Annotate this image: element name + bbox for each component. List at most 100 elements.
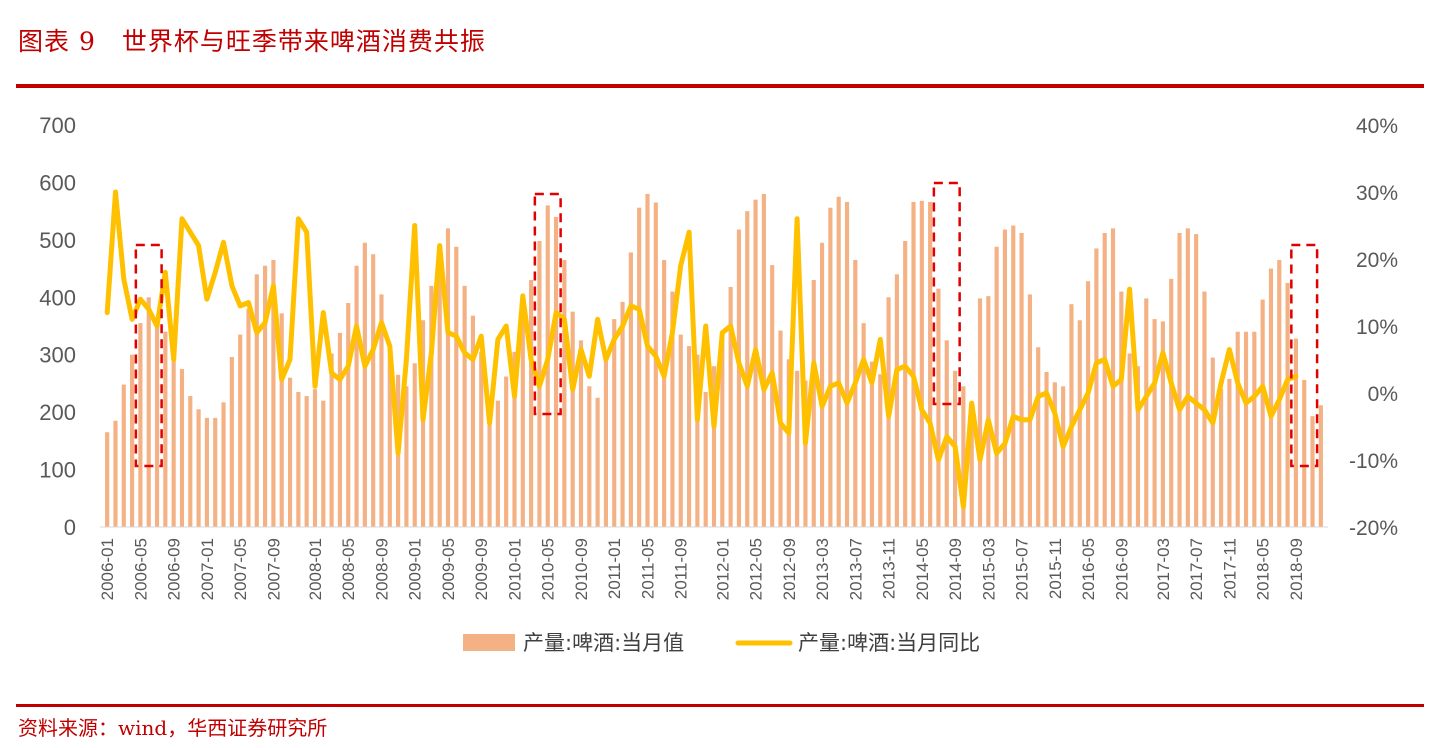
bar-mark <box>986 296 991 527</box>
x-tick-label: 2007-01 <box>198 538 217 600</box>
bar-mark <box>1235 331 1240 527</box>
bar-mark <box>1002 229 1008 527</box>
x-tick-label: 2017-11 <box>1220 538 1239 599</box>
right-y-tick-label: 40% <box>1356 115 1398 138</box>
bar-mark <box>595 397 600 527</box>
x-tick-label: 2012-01 <box>713 538 732 600</box>
right-y-axis: -20% -10% 0% 10% 20% 30% 40% <box>1349 115 1398 540</box>
bar-mark <box>429 285 434 527</box>
legend-bar-swatch <box>463 634 515 651</box>
x-tick-label: 2010-09 <box>572 538 591 600</box>
bar-mark <box>163 331 168 527</box>
bar-mark <box>387 348 392 527</box>
bar-mark <box>828 207 833 527</box>
bar-mark <box>1027 294 1032 527</box>
left-y-tick-label: 700 <box>39 113 76 138</box>
bar-mark <box>670 291 675 527</box>
x-tick-label: 2011-05 <box>638 538 657 599</box>
figure-label: 图表 9 <box>18 27 96 56</box>
bar-mark <box>570 311 575 527</box>
bar-mark <box>462 285 467 527</box>
bar-mark <box>512 351 517 527</box>
bar-mark <box>1144 298 1149 527</box>
bar-mark <box>861 323 866 527</box>
left-y-tick-label: 400 <box>39 285 76 310</box>
source-note: 资料来源：wind，华西证券研究所 <box>18 716 328 740</box>
bar-mark <box>761 193 766 527</box>
bar-mark <box>703 392 708 527</box>
bar-mark <box>936 288 941 527</box>
bar-mark <box>836 196 841 528</box>
x-tick-label: 2018-09 <box>1287 538 1306 600</box>
bar-mark <box>1135 366 1141 527</box>
x-tick-label: 2012-09 <box>780 538 799 600</box>
x-tick-label: 2009-01 <box>406 538 425 600</box>
bar-mark <box>803 380 808 527</box>
bar-mark <box>603 351 609 527</box>
right-y-tick-label: 10% <box>1356 316 1398 339</box>
bar-mark <box>686 346 692 527</box>
bar-mark <box>695 354 700 527</box>
bar-mark <box>196 409 201 527</box>
bar-mark <box>919 200 924 527</box>
x-tick-label: 2011-01 <box>605 538 624 599</box>
bar-mark <box>1110 228 1116 527</box>
bar-mark <box>113 420 118 527</box>
yoy-line <box>104 189 1299 510</box>
x-tick-label: 2010-05 <box>539 538 558 600</box>
left-y-tick-label: 0 <box>64 515 76 540</box>
bar-mark <box>470 315 476 527</box>
bar-mark <box>1302 379 1307 527</box>
bar-mark <box>853 259 858 527</box>
bar-mark <box>1077 320 1082 527</box>
left-y-axis: 0 100 200 300 400 500 600 700 <box>39 113 76 540</box>
left-y-tick-label: 500 <box>39 228 76 253</box>
bar-mark <box>221 402 226 527</box>
right-y-tick-label: 0% <box>1368 383 1398 406</box>
bar-mark <box>637 207 642 527</box>
figure-title-text: 世界杯与旺季带来啤酒消费共振 <box>121 27 486 56</box>
bar-mark <box>1061 386 1066 527</box>
bar-mark <box>1102 232 1107 528</box>
x-tick-label: 2017-07 <box>1187 538 1206 600</box>
bar-mark <box>296 392 301 527</box>
x-tick-label: 2007-09 <box>264 538 283 600</box>
bar-mark <box>121 384 126 527</box>
x-tick-label: 2018-05 <box>1254 538 1273 600</box>
x-tick-label: 2016-05 <box>1079 538 1098 600</box>
bar-mark <box>238 334 243 527</box>
bar-mark <box>1127 353 1132 527</box>
bar-mark <box>994 246 999 527</box>
bar-mark <box>321 400 326 527</box>
bar-mark <box>213 417 218 527</box>
bar-mark <box>811 280 816 527</box>
bar-mark <box>130 354 135 527</box>
left-y-tick-label: 100 <box>39 458 76 483</box>
bar-mark <box>171 351 176 527</box>
bar-mark <box>495 400 500 527</box>
bar-mark <box>1069 304 1074 527</box>
left-y-tick-label: 600 <box>39 170 76 195</box>
x-tick-label: 2008-09 <box>372 538 391 600</box>
bar-mark <box>878 374 883 527</box>
x-tick-label: 2008-01 <box>306 538 325 600</box>
bar-mark <box>329 353 334 527</box>
bar-mark <box>903 241 908 527</box>
x-tick-label: 2010-01 <box>505 538 524 600</box>
x-tick-label: 2006-05 <box>131 538 150 600</box>
bar-mark <box>1086 281 1091 527</box>
bar-mark <box>412 363 417 527</box>
left-y-tick-label: 300 <box>39 343 76 368</box>
bar-mark <box>944 340 949 527</box>
bar-mark <box>487 412 492 527</box>
bar-mark <box>138 323 143 527</box>
bar-mark <box>229 357 234 527</box>
highlight-box <box>533 192 562 416</box>
x-tick-label: 2015-03 <box>979 538 998 600</box>
bar-mark <box>437 245 442 527</box>
beer-production-chart: 0 100 200 300 400 500 600 700 -20% -10% 0% 10% 20% 3… <box>39 113 1398 655</box>
x-tick-label: 2015-07 <box>1013 538 1032 600</box>
bar-mark <box>678 334 683 527</box>
x-tick-label: 2006-01 <box>98 538 117 600</box>
bar-mark <box>1011 225 1016 527</box>
